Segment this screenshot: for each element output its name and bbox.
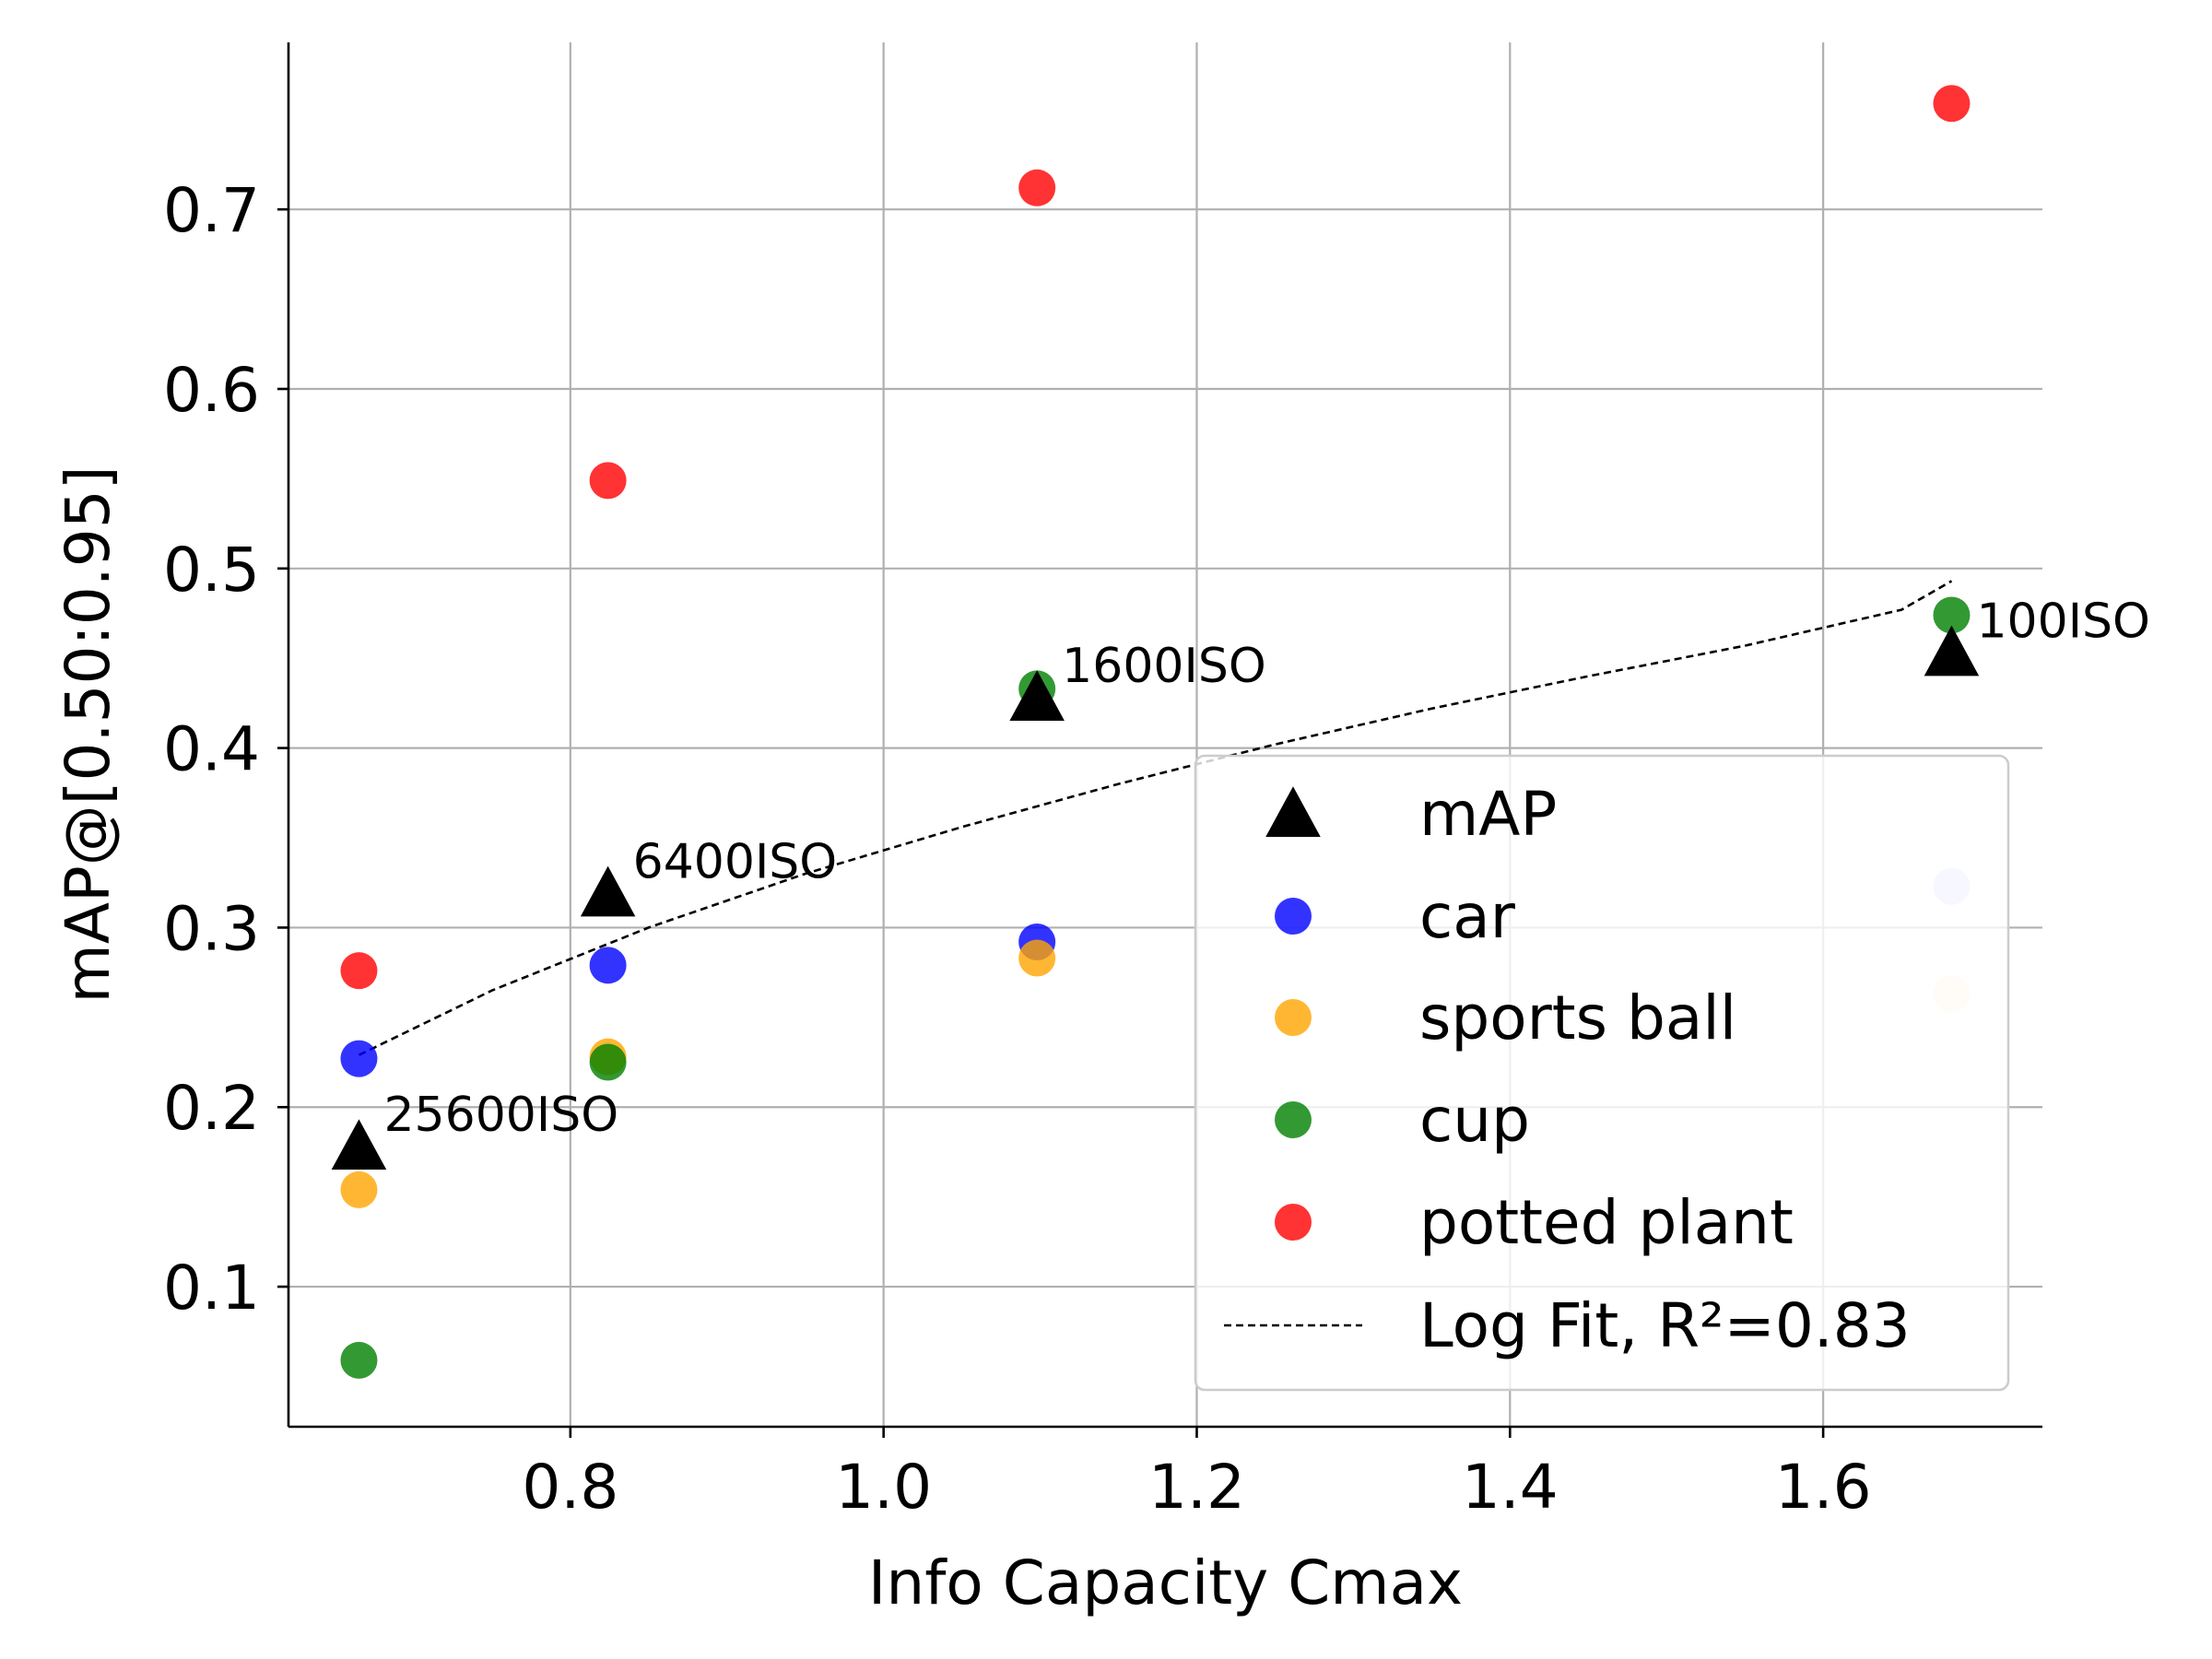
point-map-triangle bbox=[1009, 670, 1065, 722]
y-tick-label: 0.5 bbox=[163, 535, 260, 606]
point-car bbox=[589, 947, 627, 984]
y-tick-label: 0.1 bbox=[163, 1253, 260, 1324]
point-annotation: 100ISO bbox=[1976, 594, 2150, 649]
point-annotation: 6400ISO bbox=[633, 834, 838, 889]
x-axis-label: Info Capacity Cmax bbox=[868, 1547, 1463, 1618]
x-tick-label: 1.2 bbox=[1148, 1452, 1245, 1523]
legend: mAP car sports ball cup potted plant Log Fit,… bbox=[1194, 754, 2010, 1392]
point-potted-plant bbox=[1018, 169, 1056, 206]
data-markers bbox=[331, 85, 1980, 1379]
point-map-triangle bbox=[331, 1119, 387, 1171]
y-tick-label: 0.6 bbox=[163, 355, 260, 426]
legend-label-potted-plant: potted plant bbox=[1419, 1187, 1794, 1258]
legend-label-log-fit: Log Fit, R²=0.83 bbox=[1419, 1290, 1911, 1361]
legend-marker-car bbox=[1275, 898, 1312, 935]
legend-label-map: mAP bbox=[1419, 779, 1557, 850]
legend-label-car: car bbox=[1419, 881, 1516, 952]
y-tick-label: 0.2 bbox=[163, 1073, 260, 1144]
x-tick-label: 1.6 bbox=[1775, 1452, 1872, 1523]
grid bbox=[288, 42, 2042, 1427]
point-map-triangle bbox=[1924, 625, 1980, 677]
point-map-triangle bbox=[580, 865, 636, 917]
point-potted-plant bbox=[589, 462, 627, 500]
y-tick-label: 0.3 bbox=[163, 893, 260, 964]
x-tick-label: 1.0 bbox=[835, 1452, 932, 1523]
legend-marker-potted-plant bbox=[1275, 1204, 1312, 1241]
legend-marker-sports-ball bbox=[1275, 999, 1312, 1036]
point-potted-plant bbox=[1933, 85, 1971, 123]
legend-label-sports-ball: sports ball bbox=[1419, 982, 1736, 1053]
point-annotations: 25600ISO 6400ISO 1600ISO 100ISO bbox=[383, 594, 2150, 1143]
point-cup bbox=[340, 1341, 378, 1379]
legend-marker-map bbox=[1265, 786, 1321, 837]
x-tick-label: 1.4 bbox=[1462, 1452, 1559, 1523]
point-potted-plant bbox=[340, 952, 378, 990]
point-car bbox=[340, 1040, 378, 1077]
point-annotation: 1600ISO bbox=[1062, 639, 1266, 694]
y-tick-label: 0.4 bbox=[163, 714, 260, 785]
point-sports-ball bbox=[340, 1171, 378, 1208]
point-annotation: 25600ISO bbox=[383, 1088, 618, 1143]
y-axis-label: mAP@[0.50:0.95] bbox=[53, 466, 124, 1004]
tick-labels: 0.8 1.0 1.2 1.4 1.6 0.1 0.2 0.3 0.4 0.5 0.6 0.7 bbox=[163, 175, 1872, 1523]
legend-box bbox=[1194, 754, 2010, 1392]
point-sports-ball bbox=[1018, 939, 1056, 977]
x-tick-label: 0.8 bbox=[522, 1452, 618, 1523]
legend-label-cup: cup bbox=[1419, 1085, 1530, 1156]
axes bbox=[277, 42, 2042, 1438]
legend-marker-cup bbox=[1275, 1101, 1312, 1138]
point-cup bbox=[589, 1043, 627, 1081]
point-cup bbox=[1933, 596, 1971, 634]
y-tick-label: 0.7 bbox=[163, 175, 260, 246]
